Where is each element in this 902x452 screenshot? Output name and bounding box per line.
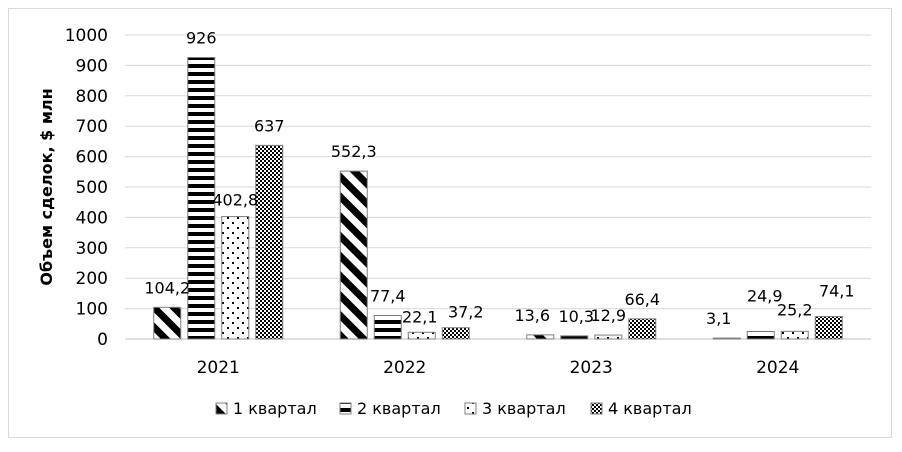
y-tick-label: 800 <box>76 87 108 107</box>
y-tick-label: 500 <box>76 178 108 198</box>
bar-2022-q1 <box>339 170 368 340</box>
legend-label-q1: 1 квартал <box>233 399 317 418</box>
y-tick-label: 300 <box>76 239 108 259</box>
data-label: 25,2 <box>777 300 813 319</box>
data-label: 13,6 <box>514 306 550 325</box>
x-tick-label: 2024 <box>756 358 799 378</box>
bar-2024-q1 <box>712 337 741 340</box>
chart-frame <box>8 8 892 438</box>
bar-2023-q4 <box>628 318 657 340</box>
legend: 1 квартал 2 квартал 3 квартал 4 квартал <box>215 399 692 418</box>
bar-2022-q3 <box>407 331 436 340</box>
data-label: 3,1 <box>706 309 731 328</box>
legend-swatch-q3 <box>464 402 477 415</box>
bar-2021-q1 <box>153 306 182 340</box>
y-tick-label: 400 <box>76 208 108 228</box>
bar-2021-q3 <box>221 216 250 340</box>
x-tick-label: 2022 <box>383 358 426 378</box>
data-label: 402,8 <box>212 191 258 210</box>
bar-2023-q3 <box>594 334 623 340</box>
x-tick-label: 2021 <box>197 358 240 378</box>
bar-2024-q3 <box>780 330 809 340</box>
data-label: 637 <box>254 116 285 135</box>
data-label: 24,9 <box>747 286 783 305</box>
bar-2021-q2 <box>187 56 216 340</box>
y-tick-label: 900 <box>76 56 108 76</box>
data-label: 22,1 <box>402 307 438 326</box>
gridlines <box>125 34 871 340</box>
data-label: 12,9 <box>590 306 626 325</box>
y-axis-ticks: 0 100 200 300 400 500 600 700 800 900 1000 <box>65 26 108 350</box>
y-tick-label: 600 <box>76 148 108 168</box>
x-axis-ticks: 2021 2022 2023 2024 <box>197 358 800 378</box>
bars <box>153 56 843 340</box>
data-label: 552,3 <box>331 142 377 161</box>
x-tick-label: 2023 <box>570 358 613 378</box>
bar-2022-q4 <box>441 327 470 340</box>
bar-2024-q2 <box>746 330 775 340</box>
data-label: 77,4 <box>370 286 406 305</box>
bar-2024-q4 <box>814 315 843 340</box>
y-tick-label: 1000 <box>65 26 108 46</box>
bar-2021-q4 <box>255 144 284 340</box>
y-tick-label: 200 <box>76 269 108 289</box>
y-tick-label: 100 <box>76 300 108 320</box>
bar-2023-q2 <box>560 335 589 340</box>
legend-label-q2: 2 квартал <box>357 399 441 418</box>
legend-swatch-q2 <box>339 402 352 415</box>
data-label: 66,4 <box>624 290 660 309</box>
data-labels: 104,2 926 402,8 637 552,3 77,4 22,1 37,2 13,6 10,… <box>144 28 854 328</box>
legend-swatch-q4 <box>590 402 603 415</box>
y-axis-label: Объем сделок, $ млн <box>37 88 56 285</box>
legend-label-q3: 3 квартал <box>482 399 566 418</box>
legend-label-q4: 4 квартал <box>608 399 692 418</box>
bar-2022-q2 <box>373 314 402 340</box>
data-label: 10,3 <box>558 307 594 326</box>
data-label: 37,2 <box>448 303 484 322</box>
data-label: 926 <box>186 28 217 47</box>
data-label: 74,1 <box>819 281 855 300</box>
bar-2023-q1 <box>526 334 555 340</box>
data-label: 104,2 <box>144 278 190 297</box>
legend-swatch-q1 <box>215 402 228 415</box>
y-tick-label: 700 <box>76 117 108 137</box>
y-tick-label: 0 <box>97 330 108 350</box>
